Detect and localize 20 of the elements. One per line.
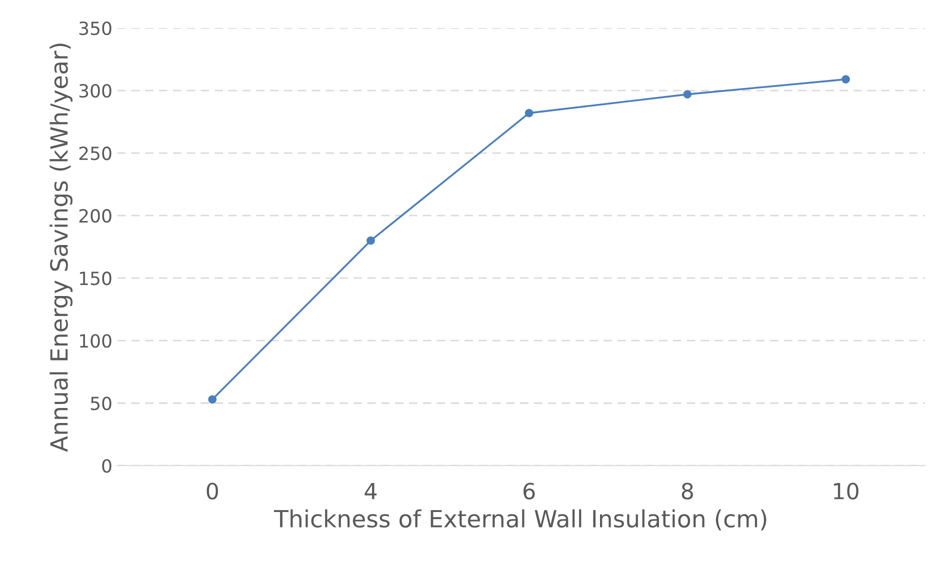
x-tick-label: 10 (834, 482, 858, 500)
point (683, 90, 692, 98)
x-tick-label: 4 (364, 482, 377, 500)
point (842, 75, 850, 84)
x-tick-label: 0 (206, 482, 218, 500)
point (208, 395, 217, 404)
y-tick-label: 150 (80, 272, 112, 286)
x-axis-title: Thickness of External Wall Insulation (cm) (274, 509, 766, 530)
x-tick-label: 8 (682, 482, 693, 500)
y-tick-label: 250 (79, 146, 112, 160)
y-tick-label: 0 (102, 459, 112, 473)
y-tick-label: 300 (79, 84, 112, 98)
y-tick-label: 50 (90, 396, 112, 410)
y-tick-label: 200 (79, 209, 112, 223)
x-tick-label: 6 (524, 482, 535, 500)
y-axis-title: Annual Energy Savings (kWh/year) (50, 44, 72, 452)
point (524, 108, 534, 118)
y-tick-label: 100 (80, 334, 112, 348)
y-tick-label: 350 (79, 22, 112, 36)
point (366, 236, 375, 245)
